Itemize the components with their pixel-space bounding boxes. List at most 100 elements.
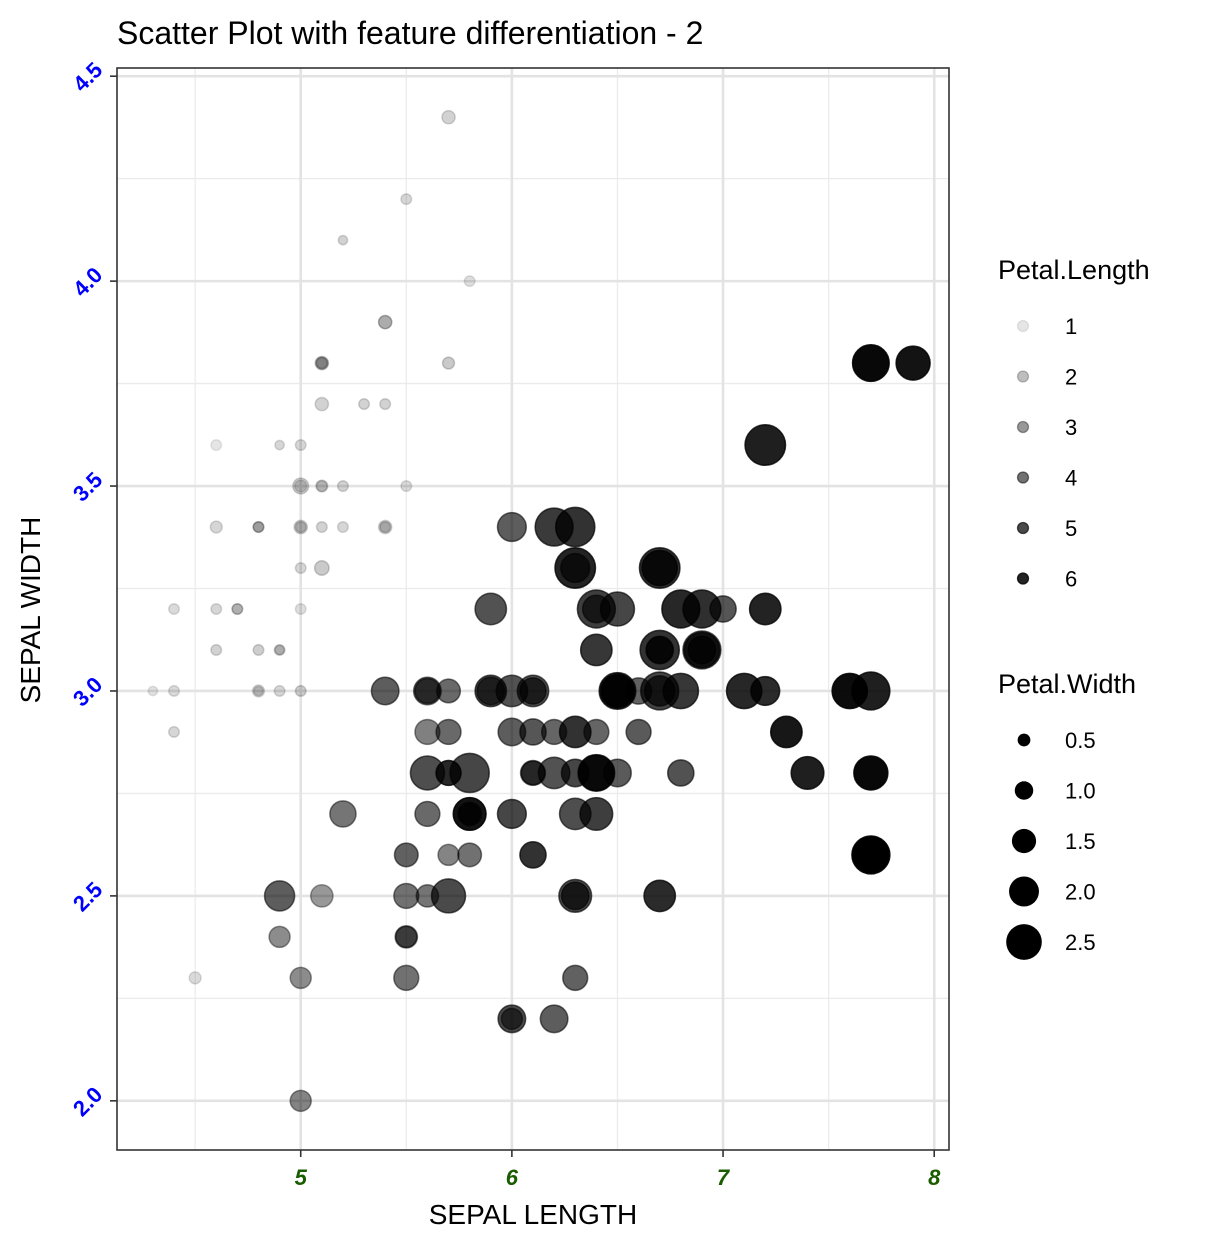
- legend-swatch: [1016, 420, 1030, 434]
- legend-label: 1: [1065, 314, 1077, 339]
- data-point: [289, 1089, 312, 1113]
- legend-label: 1.5: [1065, 829, 1096, 854]
- panel-border: [116, 67, 950, 1151]
- y-tick-label: 2.0: [68, 1082, 107, 1121]
- data-point: [294, 561, 307, 575]
- data-point: [167, 684, 181, 698]
- data-point: [640, 671, 680, 711]
- data-point: [638, 547, 681, 590]
- data-point: [309, 883, 334, 908]
- data-point: [393, 964, 420, 992]
- data-point: [576, 589, 617, 629]
- data-point: [435, 678, 462, 704]
- data-point: [853, 755, 889, 791]
- legend-label: 0.5: [1065, 728, 1096, 753]
- data-point: [496, 511, 528, 543]
- data-point: [329, 800, 357, 828]
- legend-key: [1003, 407, 1043, 447]
- data-point: [313, 560, 330, 577]
- legend-swatch: [1016, 370, 1030, 383]
- data-point: [441, 356, 456, 370]
- legend-swatch: [1016, 572, 1030, 585]
- data-point: [336, 520, 349, 534]
- data-point: [263, 880, 296, 912]
- data-point: [315, 479, 328, 493]
- legend-swatch: [1017, 733, 1031, 747]
- x-tick-label: 8: [928, 1165, 941, 1190]
- data-point: [377, 314, 393, 330]
- data-point: [661, 589, 701, 629]
- data-point: [273, 643, 286, 657]
- y-tick-label: 3.5: [68, 467, 107, 506]
- data-point: [414, 800, 441, 828]
- data-point: [377, 314, 393, 330]
- data-point: [562, 964, 589, 992]
- data-point: [474, 592, 508, 626]
- legend-swatch: [1016, 319, 1030, 333]
- data-point: [851, 671, 891, 711]
- data-point: [358, 398, 371, 411]
- data-point: [534, 507, 574, 547]
- data-point: [273, 684, 286, 698]
- y-tick-label: 3.0: [68, 672, 107, 711]
- data-point: [851, 835, 891, 875]
- data-point: [750, 675, 781, 707]
- data-point: [337, 234, 349, 246]
- data-point: [435, 718, 462, 746]
- data-point: [639, 629, 681, 671]
- legend-petal-width-title: Petal.Width: [998, 669, 1136, 699]
- data-point: [558, 797, 592, 831]
- data-point: [289, 966, 312, 990]
- legend-label: 1.0: [1065, 779, 1096, 804]
- data-point: [315, 356, 329, 370]
- data-point: [147, 685, 159, 697]
- chart-title: Scatter Plot with feature differentiatio…: [117, 15, 703, 51]
- data-point: [666, 759, 695, 787]
- legend-petal-length: Petal.Length 1 2 3 4 5 6: [998, 255, 1150, 599]
- data-point: [294, 479, 308, 493]
- data-point: [379, 520, 392, 534]
- data-point: [519, 841, 547, 869]
- legend-label: 4: [1065, 466, 1077, 491]
- legend-key: [1003, 356, 1043, 397]
- data-point: [294, 520, 307, 534]
- data-point: [167, 602, 181, 616]
- data-point: [558, 715, 592, 749]
- data-point: [579, 633, 613, 667]
- data-point: [210, 643, 223, 657]
- data-point: [370, 676, 400, 706]
- data-point: [457, 842, 483, 868]
- data-point: [231, 602, 244, 616]
- data-point: [274, 644, 285, 656]
- data-point: [294, 439, 307, 452]
- y-tick-label: 4.5: [68, 57, 107, 96]
- data-point: [393, 882, 420, 910]
- data-point: [463, 275, 476, 288]
- legend-petal-width: Petal.Width 0.5 1.0 1.5 2.0 2.5: [998, 669, 1136, 960]
- data-point: [210, 439, 223, 452]
- data-point: [539, 1004, 569, 1034]
- data-point: [790, 755, 825, 791]
- y-axis-title: SEPAL WIDTH: [15, 517, 46, 704]
- data-point: [274, 439, 285, 451]
- data-point: [452, 796, 487, 832]
- data-point: [851, 344, 890, 383]
- data-point: [336, 479, 349, 493]
- data-point: [231, 602, 244, 616]
- data-point: [643, 879, 677, 913]
- data-point: [167, 725, 181, 739]
- data-point: [409, 755, 446, 791]
- data-point: [253, 685, 264, 697]
- data-point: [314, 396, 330, 412]
- plot-background: [117, 68, 949, 1150]
- data-point: [251, 684, 266, 698]
- plot-panel: [117, 68, 949, 1150]
- x-tick-label: 7: [717, 1165, 731, 1190]
- data-point: [315, 357, 328, 370]
- data-point: [437, 843, 460, 867]
- data-point: [252, 643, 265, 657]
- data-points: [147, 109, 931, 1113]
- data-point: [599, 673, 636, 709]
- data-point: [395, 925, 418, 949]
